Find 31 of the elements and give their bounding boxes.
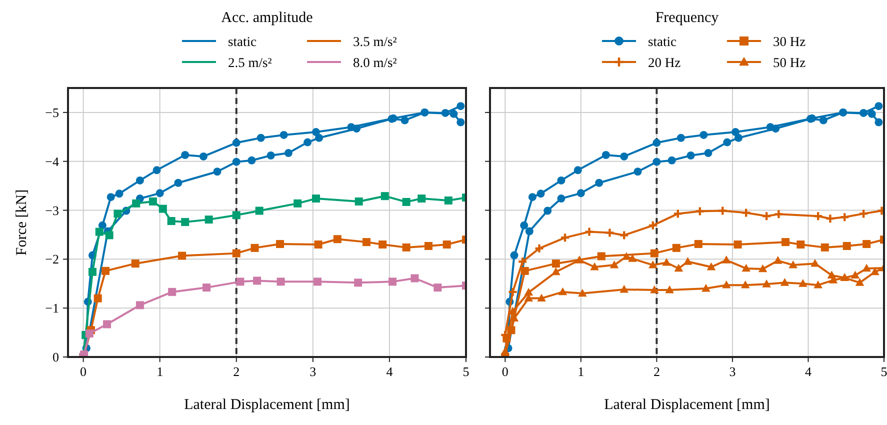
y-tick-label: −3 [45, 202, 59, 218]
y-tick-label: −2 [45, 252, 59, 267]
x-tick-label: 1 [156, 364, 164, 379]
y-tick-label: 0 [52, 350, 59, 364]
x-axis-title: Lateral Displacement [mm] [184, 397, 350, 413]
x-tick-label: 4 [804, 364, 812, 379]
x-tick-label: 5 [462, 364, 470, 379]
legend-label: 30 Hz [773, 34, 806, 49]
x-tick-label: 5 [880, 364, 887, 379]
legend-label: 2.5 m/s² [228, 55, 272, 70]
y-tick-label: −1 [45, 300, 59, 316]
y-axis-title: Force [kN] [14, 189, 30, 256]
legend-title: Frequency [655, 10, 720, 26]
x-tick-label: 2 [233, 364, 240, 379]
legend-label: static [228, 34, 256, 49]
x-axis-title: Lateral Displacement [mm] [604, 397, 770, 413]
y-tick-label: −5 [45, 104, 59, 120]
x-tick-label: 4 [386, 364, 394, 379]
legend-label: 20 Hz [648, 55, 681, 70]
legend-label: 8.0 m/s² [353, 55, 397, 70]
x-tick-label: 2 [653, 364, 660, 379]
x-tick-label: 0 [80, 364, 87, 379]
x-tick-label: 0 [502, 364, 508, 379]
x-tick-label: 3 [310, 364, 316, 379]
legend-label: 50 Hz [773, 55, 806, 70]
legend-label: 3.5 m/s² [353, 34, 397, 49]
x-tick-label: 3 [729, 364, 736, 379]
legend-label: static [648, 34, 676, 49]
y-tick-label: −4 [45, 154, 60, 169]
x-tick-label: 1 [578, 364, 584, 379]
legend-title: Acc. amplitude [221, 10, 314, 26]
